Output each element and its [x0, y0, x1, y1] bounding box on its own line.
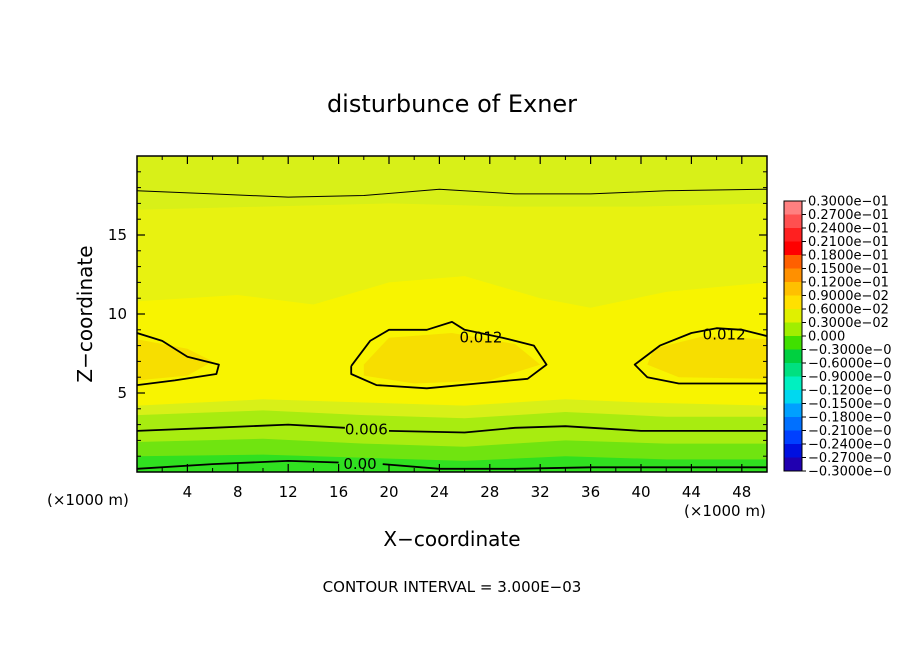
y-tick-label: 15 — [108, 226, 127, 244]
colorbar-swatch — [784, 390, 802, 404]
colorbar-swatch — [784, 241, 802, 256]
colorbar-swatch — [784, 430, 802, 445]
colorbar-swatch — [784, 255, 802, 269]
colorbar-swatch — [784, 295, 802, 310]
colorbar-label: 0.3000e−01 — [808, 195, 889, 210]
y-axis-label: Z−coordinate — [73, 245, 97, 382]
contour-interval-note: CONTOUR INTERVAL = 3.000E−03 — [323, 578, 582, 596]
colorbar-swatch — [784, 336, 802, 350]
contour-line-6 — [388, 425, 767, 434]
field-cores — [137, 333, 767, 384]
colorbar-label: 0.2100e−01 — [808, 235, 889, 250]
colorbar-label: −0.9000e−0 — [808, 370, 892, 385]
contour-line-2 — [350, 321, 548, 390]
colorbar-label: 0.3000e−02 — [808, 316, 889, 331]
colorbar-label: 0.2700e−01 — [808, 208, 889, 223]
colorbar-label: 0.9000e−02 — [808, 289, 889, 304]
x-tick-label: 40 — [631, 483, 650, 501]
field-band-upper — [137, 203, 767, 314]
field-core-3 — [647, 336, 767, 379]
x-tick-label: 36 — [581, 483, 600, 501]
colorbar-swatch — [784, 282, 802, 296]
x-tick-label: 32 — [531, 483, 550, 501]
colorbar-swatch — [784, 403, 802, 418]
x-unit-right: (×1000 m) — [684, 502, 766, 520]
colorbar-swatch — [784, 417, 802, 431]
colorbar: 0.3000e−010.2700e−010.2400e−010.2100e−01… — [783, 195, 892, 480]
colorbar-swatch — [784, 376, 802, 391]
colorbar-label: 0.1200e−01 — [808, 276, 889, 291]
colorbar-label: −0.3000e−0 — [808, 465, 892, 480]
colorbar-swatch — [784, 228, 802, 242]
colorbar-label: −0.2100e−0 — [808, 424, 892, 439]
x-axis-ticks: 4 8 12 16 20 24 28 32 36 40 44 48 — [161, 156, 751, 501]
colorbar-label: 0.1500e−01 — [808, 262, 889, 277]
y-tick-label: 5 — [117, 384, 127, 402]
colorbar-swatch — [784, 268, 802, 283]
colorbar-label: −0.1500e−0 — [808, 397, 892, 412]
x-axis-label: X−coordinate — [383, 527, 520, 551]
x-tick-label: 8 — [233, 483, 243, 501]
colorbar-swatch — [784, 322, 802, 337]
x-tick-label: 4 — [183, 483, 193, 501]
colorbar-label: −0.2400e−0 — [808, 438, 892, 453]
x-tick-label: 44 — [682, 483, 701, 501]
colorbar-label: −0.3000e−0 — [808, 343, 892, 358]
colorbar-swatch — [784, 444, 802, 458]
contour-label-1: 0.012 — [460, 329, 503, 347]
x-tick-label: 20 — [379, 483, 398, 501]
colorbar-swatch — [784, 201, 802, 215]
filled-contour-field — [137, 156, 767, 472]
colorbar-swatch — [784, 349, 802, 364]
contour-line-4 — [137, 188, 767, 198]
colorbar-swatch — [784, 457, 802, 472]
x-tick-label: 24 — [430, 483, 449, 501]
field-core-2 — [363, 333, 541, 384]
colorbar-label: −0.2700e−0 — [808, 451, 892, 466]
x-tick-label: 28 — [480, 483, 499, 501]
contour-line-1 — [137, 332, 220, 386]
colorbar-label: −0.1800e−0 — [808, 411, 892, 426]
x-tick-label: 12 — [279, 483, 298, 501]
colorbar-swatch — [784, 309, 802, 323]
colorbar-label: 0.2400e−01 — [808, 222, 889, 237]
contour-label-3: 0.006 — [345, 420, 388, 438]
contour-lines — [137, 188, 767, 470]
x-tick-label: 16 — [329, 483, 348, 501]
colorbar-swatch — [784, 363, 802, 377]
contour-line-3 — [633, 327, 767, 385]
contour-line-8 — [382, 463, 767, 470]
colorbar-label: 0.000 — [808, 330, 845, 345]
y-axis-ticks: 5 10 15 — [108, 171, 767, 457]
x-tick-label: 48 — [732, 483, 751, 501]
colorbar-label: 0.1800e−01 — [808, 249, 889, 264]
x-unit-left: (×1000 m) — [47, 491, 129, 509]
colorbar-label: 0.6000e−02 — [808, 303, 889, 318]
colorbar-label: −0.6000e−0 — [808, 357, 892, 372]
contour-line-5 — [137, 423, 345, 432]
field-core-1 — [137, 339, 213, 381]
contour-label-2: 0.012 — [703, 326, 746, 344]
y-tick-label: 10 — [108, 305, 127, 323]
colorbar-swatch — [784, 214, 802, 229]
chart-title: disturbunce of Exner — [327, 90, 577, 118]
contour-line-7 — [137, 460, 339, 470]
contour-label-4: 0.00 — [343, 455, 376, 473]
contour-labels: 0.012 0.012 0.006 0.00 — [343, 326, 745, 474]
colorbar-label: −0.1200e−0 — [808, 384, 892, 399]
